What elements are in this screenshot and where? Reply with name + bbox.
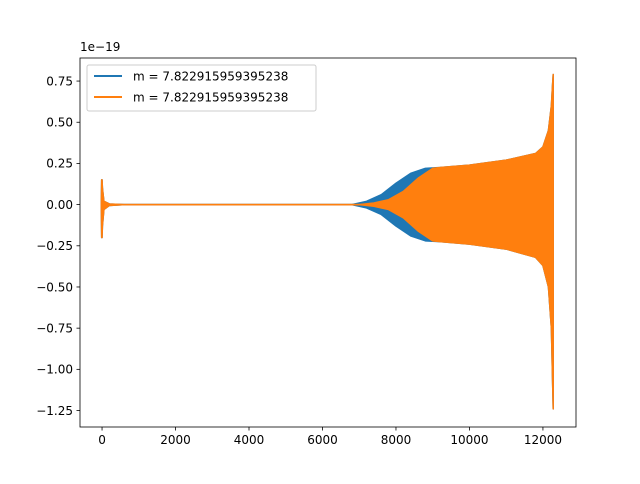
y-tick-label: 0.50 (46, 116, 73, 130)
x-tick-label: 10000 (450, 433, 488, 447)
x-axis: 0 2000 4000 6000 8000 10000 12000 (98, 427, 562, 447)
y-tick-label: 0.00 (46, 198, 73, 212)
y-offset-label: 1e−19 (80, 40, 120, 54)
x-tick-label: 4000 (234, 433, 265, 447)
legend-label-series-2: m = 7.822915959395238 (133, 91, 288, 105)
x-tick-label: 2000 (160, 433, 191, 447)
y-tick-label: −0.50 (36, 280, 73, 294)
y-tick-label: 0.25 (46, 157, 73, 171)
x-tick-label: 0 (98, 433, 106, 447)
series-layer (100, 73, 554, 410)
series-2-band (100, 73, 554, 410)
y-axis: 0.75 0.50 0.25 0.00 −0.25 −0.50 −0.75 −1.00 −1.2… (36, 74, 80, 418)
x-tick-label: 8000 (381, 433, 412, 447)
y-tick-label: −1.25 (36, 404, 73, 418)
x-tick-label: 12000 (524, 433, 562, 447)
y-tick-label: −1.00 (36, 363, 73, 377)
plot-frame (79, 57, 577, 428)
x-tick-label: 6000 (307, 433, 338, 447)
y-tick-label: 0.75 (46, 74, 73, 88)
legend: m = 7.822915959395238 m = 7.822915959395… (86, 64, 317, 112)
legend-label-series-1: m = 7.822915959395238 (133, 70, 288, 84)
y-tick-label: −0.25 (36, 239, 73, 253)
legend-box (86, 64, 317, 112)
y-tick-label: −0.75 (36, 321, 73, 335)
